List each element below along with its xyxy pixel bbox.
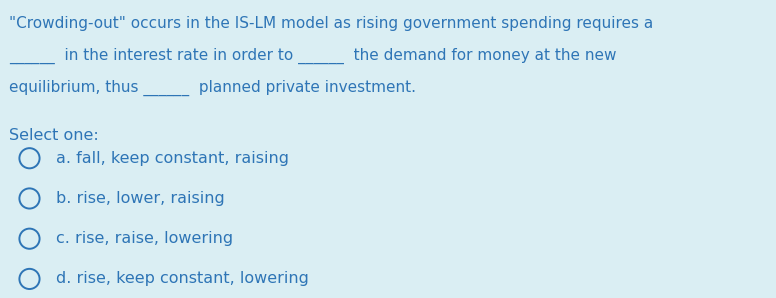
Text: ______  in the interest rate in order to ______  the demand for money at the new: ______ in the interest rate in order to … <box>9 48 617 64</box>
Text: d. rise, keep constant, lowering: d. rise, keep constant, lowering <box>56 271 309 286</box>
Text: "Crowding-out" occurs in the IS-LM model as rising government spending requires : "Crowding-out" occurs in the IS-LM model… <box>9 16 653 31</box>
Text: b. rise, lower, raising: b. rise, lower, raising <box>56 191 224 206</box>
Text: c. rise, raise, lowering: c. rise, raise, lowering <box>56 231 233 246</box>
Text: equilibrium, thus ______  planned private investment.: equilibrium, thus ______ planned private… <box>9 80 416 96</box>
Text: Select one:: Select one: <box>9 128 99 143</box>
Text: a. fall, keep constant, raising: a. fall, keep constant, raising <box>56 151 289 166</box>
